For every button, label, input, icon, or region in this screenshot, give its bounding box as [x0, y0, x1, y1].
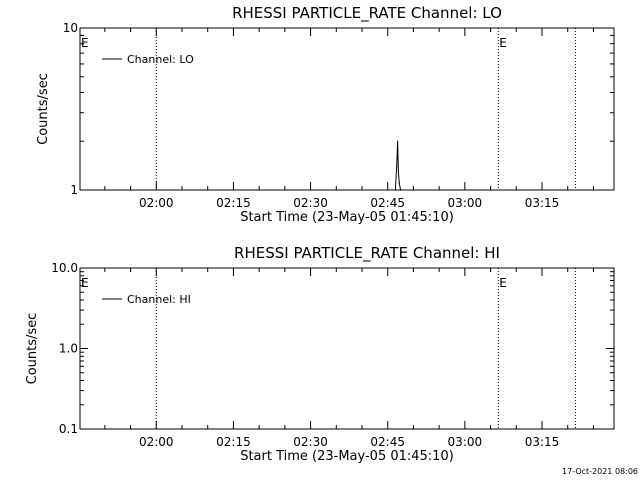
y-axis-label: Counts/sec	[25, 313, 40, 385]
x-tick-label: 02:00	[139, 435, 174, 449]
data-point	[398, 182, 400, 184]
x-tick-label: 03:15	[525, 196, 560, 210]
x-tick-label: 03:15	[525, 435, 560, 449]
plot-frame	[79, 27, 615, 191]
x-tick-label: 03:00	[448, 196, 483, 210]
x-tick-label: 02:30	[293, 196, 328, 210]
y-tick-label: 0.1	[59, 422, 78, 436]
x-tick-label: 02:45	[370, 435, 405, 449]
x-tick-label: 02:45	[370, 196, 405, 210]
y-axis-label: Counts/sec	[36, 73, 51, 145]
y-tick-label: 10	[63, 21, 78, 35]
x-tick-label: 02:15	[216, 435, 251, 449]
data-point	[396, 165, 398, 167]
x-tick-label: 03:00	[448, 435, 483, 449]
data-point	[397, 170, 400, 173]
event-marker-label: E	[499, 36, 507, 50]
x-tick-label: 02:30	[293, 435, 328, 449]
event-marker-label: E	[81, 276, 89, 290]
chart-title: RHESSI PARTICLE_RATE Channel: LO	[232, 4, 502, 23]
data-point	[399, 189, 402, 191]
x-axis-label: Start Time (23-May-05 01:45:10)	[240, 210, 454, 225]
event-marker-label: E	[499, 276, 507, 290]
data-point	[396, 140, 399, 142]
x-axis-label: Start Time (23-May-05 01:45:10)	[240, 449, 454, 464]
data-point	[394, 189, 397, 191]
x-tick-label: 02:00	[139, 196, 174, 210]
chart-panel-hi: RHESSI PARTICLE_RATE Channel: HI 10.0 1.0 0…	[25, 244, 615, 464]
y-tick-label: 10.0	[51, 261, 78, 275]
x-tick-label: 02:15	[216, 196, 251, 210]
chart-panel-lo: RHESSI PARTICLE_RATE Channel: LO 10 1 02:00…	[36, 4, 615, 225]
legend-label: Channel: HI	[127, 293, 191, 306]
footer-timestamp: 17-Oct-2021 08:06	[562, 467, 638, 476]
legend-label: Channel: LO	[127, 53, 194, 66]
y-tick-label: 1.0	[59, 342, 78, 356]
event-marker-label: E	[81, 36, 89, 50]
y-tick-label: 1	[70, 183, 78, 197]
chart-title: RHESSI PARTICLE_RATE Channel: HI	[234, 244, 500, 263]
series-line	[394, 141, 402, 191]
